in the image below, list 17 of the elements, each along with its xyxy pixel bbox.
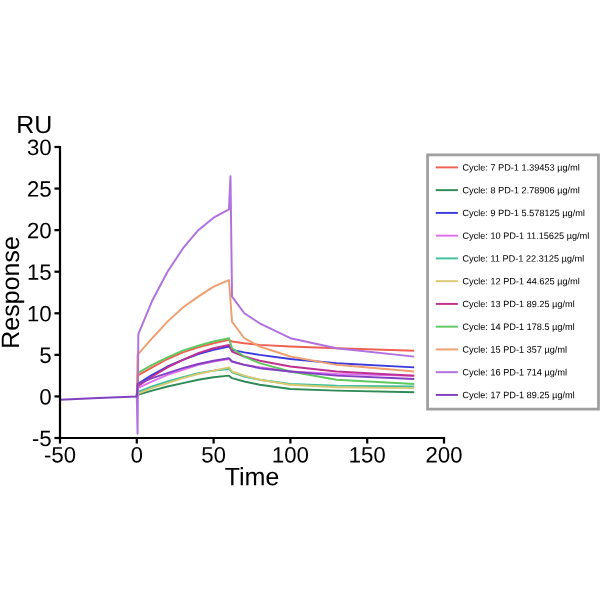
y-tick-label: 20 [28, 222, 51, 239]
x-tick-label: 150 [350, 446, 385, 463]
x-tick-label: 200 [426, 446, 462, 463]
y-tick-label: 30 [27, 139, 51, 156]
y-tick-label: 15 [28, 264, 51, 280]
text: RU [18, 115, 51, 134]
x-tick-label: 0 [131, 446, 143, 463]
y-tick-label: -5 [32, 430, 51, 447]
x-tick-label: 100 [273, 446, 309, 463]
y-tick-label: 5 [40, 347, 51, 364]
y-axis-title: Response [1, 237, 25, 347]
y-tick-label: 10 [28, 305, 51, 322]
y-tick-label: 25 [28, 181, 51, 197]
x-tick-label: -50 [44, 446, 76, 463]
y-tick-label: 0 [40, 388, 51, 405]
x-axis-title: Time [225, 467, 279, 486]
x-tick-label: 50 [202, 446, 226, 463]
